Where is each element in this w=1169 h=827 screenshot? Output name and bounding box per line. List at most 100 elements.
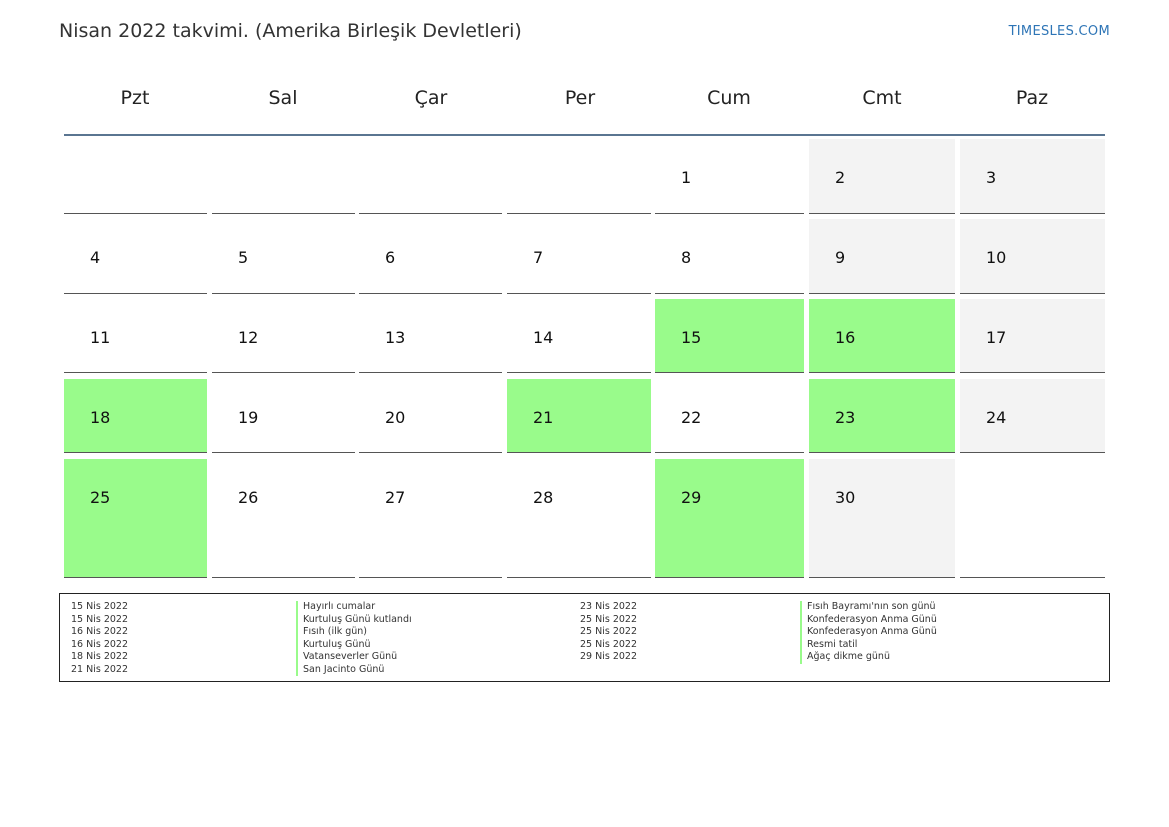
- day-number: 12: [238, 328, 259, 347]
- day-cell[interactable]: 22: [655, 379, 804, 453]
- legend-date: 16 Nis 2022: [71, 626, 128, 637]
- day-number: 19: [238, 408, 259, 427]
- day-cell[interactable]: 14: [507, 299, 651, 373]
- legend-date: 25 Nis 2022: [580, 613, 637, 625]
- day-cell[interactable]: 29: [655, 459, 804, 578]
- legend-holiday-name: Vatanseverler Günü: [296, 651, 412, 664]
- day-cell[interactable]: 8: [655, 219, 804, 294]
- day-number: 6: [385, 248, 396, 267]
- day-number: 22: [681, 408, 702, 427]
- day-cell[interactable]: 20: [359, 379, 502, 453]
- day-number: 20: [385, 408, 406, 427]
- legend-holiday-name: Resmi tatil: [800, 638, 937, 651]
- legend-date: 23 Nis 2022: [580, 601, 637, 612]
- day-number: 21: [533, 408, 554, 427]
- day-number: 10: [986, 248, 1007, 267]
- day-number: 4: [90, 248, 101, 267]
- day-number: 16: [835, 328, 856, 347]
- legend-holiday-name: Ağaç dikme günü: [800, 651, 937, 664]
- holiday-legend: 15 Nis 2022 15 Nis 2022 16 Nis 2022 16 Nis …: [59, 593, 1110, 682]
- day-number: 18: [90, 408, 111, 427]
- weekday-header: Pzt Sal Çar Per Cum Cmt Paz: [64, 78, 1105, 136]
- legend-date: 16 Nis 2022: [71, 638, 128, 650]
- legend-holiday-name: Konfederasyon Anma Günü: [800, 626, 937, 639]
- legend-date: 15 Nis 2022: [71, 601, 128, 612]
- page-title: Nisan 2022 takvimi. (Amerika Birleşik De…: [59, 20, 522, 42]
- weekday-label: Sal: [268, 87, 298, 109]
- weekday-label: Cum: [707, 87, 751, 109]
- legend-holiday-name: Fısıh (ilk gün): [296, 626, 412, 639]
- legend-dates-right: 23 Nis 2022 25 Nis 2022 25 Nis 2022 25 Nis …: [580, 601, 637, 664]
- day-number: 26: [238, 488, 259, 507]
- day-number: 27: [385, 488, 406, 507]
- legend-date: 21 Nis 2022: [71, 663, 128, 675]
- day-number: 3: [986, 168, 997, 187]
- legend-names-right: Fısıh Bayramı'nın son günü Konfederasyon …: [800, 601, 937, 664]
- legend-holiday-name: Fısıh Bayramı'nın son günü: [800, 601, 937, 614]
- day-cell[interactable]: 27: [359, 459, 502, 578]
- day-cell[interactable]: 13: [359, 299, 502, 373]
- legend-date: 18 Nis 2022: [71, 651, 128, 662]
- day-cell[interactable]: 10: [960, 219, 1105, 294]
- day-number: 13: [385, 328, 406, 347]
- day-number: 28: [533, 488, 554, 507]
- day-number: 15: [681, 328, 702, 347]
- empty-day-cell: [212, 139, 355, 214]
- day-cell[interactable]: 17: [960, 299, 1105, 373]
- day-cell[interactable]: 25: [64, 459, 207, 578]
- day-number: 17: [986, 328, 1007, 347]
- day-cell[interactable]: 2: [809, 139, 955, 214]
- legend-holiday-name: Kurtuluş Günü kutlandı: [296, 613, 412, 626]
- day-number: 1: [681, 168, 692, 187]
- day-cell[interactable]: 9: [809, 219, 955, 294]
- day-cell[interactable]: 6: [359, 219, 502, 294]
- day-cell[interactable]: 11: [64, 299, 207, 373]
- day-number: 24: [986, 408, 1007, 427]
- brand-link[interactable]: TIMESLES.COM: [1008, 24, 1110, 39]
- day-number: 11: [90, 328, 111, 347]
- day-cell[interactable]: 15: [655, 299, 804, 373]
- day-number: 9: [835, 248, 846, 267]
- day-cell[interactable]: 26: [212, 459, 355, 578]
- empty-day-cell: [359, 139, 502, 214]
- legend-dates-left: 15 Nis 2022 15 Nis 2022 16 Nis 2022 16 Nis …: [71, 601, 128, 676]
- day-number: 2: [835, 168, 846, 187]
- weekday-label: Per: [564, 87, 596, 109]
- legend-names-left: Hayırlı cumalar Kurtuluş Günü kutlandı Fıs…: [296, 601, 412, 676]
- legend-date: 25 Nis 2022: [580, 638, 637, 650]
- day-cell[interactable]: 23: [809, 379, 955, 453]
- day-cell[interactable]: 19: [212, 379, 355, 453]
- legend-date: 25 Nis 2022: [580, 626, 637, 637]
- day-cell[interactable]: 5: [212, 219, 355, 294]
- day-cell[interactable]: 18: [64, 379, 207, 453]
- day-cell[interactable]: 7: [507, 219, 651, 294]
- day-cell[interactable]: 12: [212, 299, 355, 373]
- legend-holiday-name: Kurtuluş Günü: [296, 638, 412, 651]
- day-number: 8: [681, 248, 692, 267]
- legend-holiday-name: Hayırlı cumalar: [296, 601, 412, 614]
- weekday-label: Çar: [414, 87, 448, 109]
- empty-day-cell: [960, 459, 1105, 578]
- day-number: 25: [90, 488, 111, 507]
- day-number: 23: [835, 408, 856, 427]
- day-cell[interactable]: 30: [809, 459, 955, 578]
- empty-day-cell: [64, 139, 207, 214]
- day-number: 29: [681, 488, 702, 507]
- day-cell[interactable]: 1: [655, 139, 804, 214]
- legend-date: 29 Nis 2022: [580, 651, 637, 662]
- day-cell[interactable]: 4: [64, 219, 207, 294]
- weekday-label: Pzt: [120, 87, 150, 109]
- day-cell[interactable]: 24: [960, 379, 1105, 453]
- day-number: 30: [835, 488, 856, 507]
- day-number: 5: [238, 248, 249, 267]
- legend-date: 15 Nis 2022: [71, 613, 128, 625]
- empty-day-cell: [507, 139, 651, 214]
- weekday-label: Paz: [1015, 87, 1049, 109]
- day-cell[interactable]: 28: [507, 459, 651, 578]
- day-cell[interactable]: 16: [809, 299, 955, 373]
- legend-holiday-name: Konfederasyon Anma Günü: [800, 613, 937, 626]
- day-cell[interactable]: 3: [960, 139, 1105, 214]
- day-number: 14: [533, 328, 554, 347]
- day-cell[interactable]: 21: [507, 379, 651, 453]
- weekday-label: Cmt: [862, 87, 902, 109]
